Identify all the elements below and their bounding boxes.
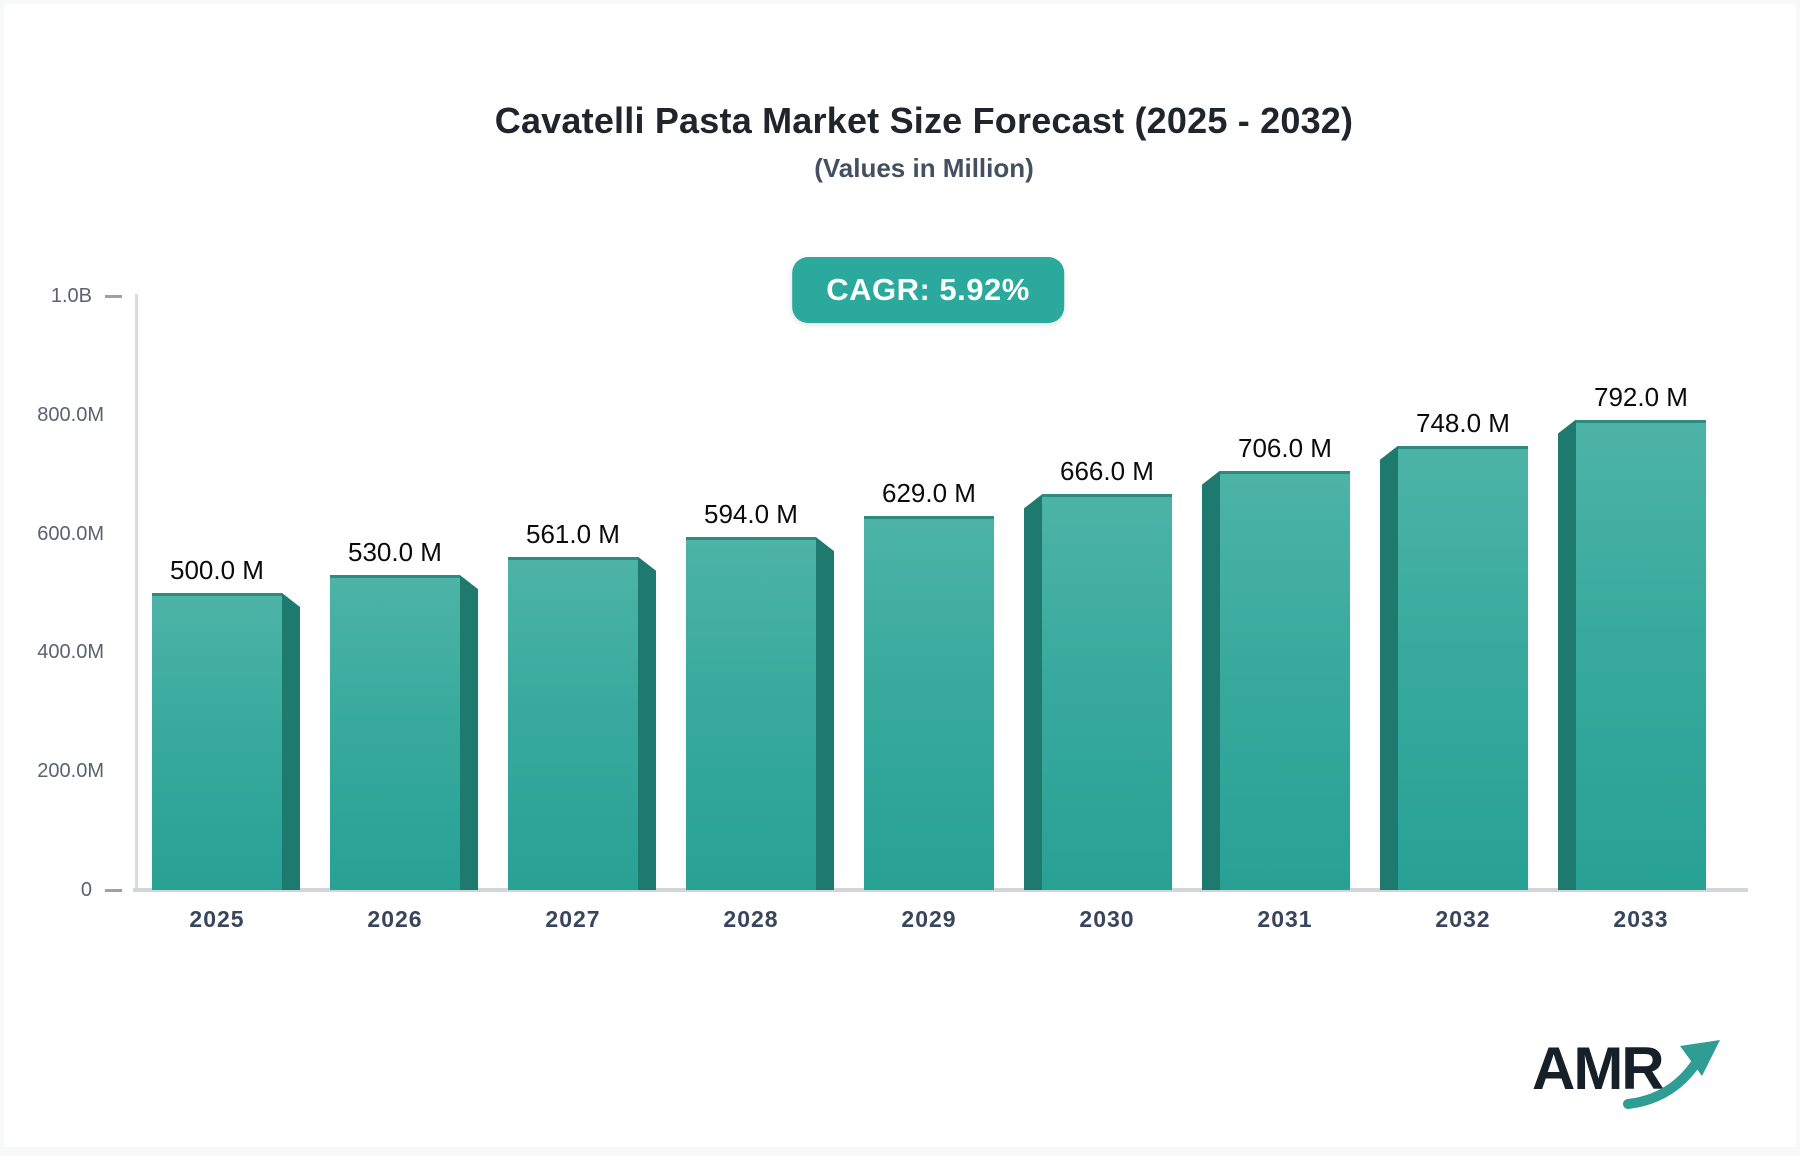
bar-value-label-2030: 666.0 M [1060, 456, 1154, 487]
chart-title: Cavatelli Pasta Market Size Forecast (20… [494, 100, 1354, 141]
bar-value-label-2028: 594.0 M [704, 499, 798, 530]
bar-3d-side-2027 [638, 556, 656, 890]
bar-value-label-2032: 748.0 M [1416, 407, 1510, 438]
bar-2028 [686, 537, 816, 890]
bar-value-label-2031: 706.0 M [1238, 432, 1332, 463]
x-axis-label-2032: 2032 [1435, 906, 1491, 932]
bar-3d-side-2026 [460, 575, 478, 890]
bar-value-label-2027: 561.0 M [526, 518, 620, 549]
x-axis-label-2033: 2033 [1613, 906, 1669, 932]
chart-card: Cavatelli Pasta Market Size Forecast (20… [4, 4, 1796, 1147]
growth-arrow-icon [1623, 1040, 1720, 1109]
y-axis-tick-label: 200.0M [37, 760, 104, 783]
y-axis-tick-label: 800.0M [37, 403, 104, 426]
bar-3d-side-2030 [1024, 494, 1042, 890]
x-axis-label-2025: 2025 [189, 906, 245, 932]
bar-2031 [1220, 470, 1350, 890]
bar-2033 [1576, 419, 1706, 890]
bar-3d-side-2028 [816, 537, 834, 890]
bar-value-label-2033: 792.0 M [1594, 381, 1688, 412]
y-axis-tick-label: 0 [80, 879, 92, 901]
bar-2032 [1398, 445, 1528, 890]
bar-2027 [508, 556, 638, 890]
y-axis-tick-label: 1.0B [50, 285, 92, 307]
x-axis-label-2026: 2026 [367, 906, 423, 932]
y-axis-tick-label: 400.0M [37, 641, 104, 664]
x-axis-label-2030: 2030 [1079, 906, 1135, 932]
x-axis-label-2031: 2031 [1257, 906, 1313, 932]
bar-2025 [152, 593, 282, 890]
x-axis-label-2028: 2028 [723, 906, 779, 932]
bar-3d-side-2031 [1202, 470, 1220, 890]
y-axis-tick-label: 600.0M [37, 522, 104, 545]
bar-value-label-2026: 530.0 M [348, 537, 442, 568]
y-axis-tick-dash [105, 889, 122, 892]
bar-3d-side-2033 [1558, 419, 1576, 890]
bar-value-label-2029: 629.0 M [882, 478, 976, 509]
y-axis-line [135, 294, 138, 890]
x-axis-label-2029: 2029 [901, 906, 957, 932]
cagr-badge: CAGR: 5.92% [792, 257, 1064, 323]
bar-2029 [864, 516, 994, 890]
amr-logo-text: AMR [1532, 1035, 1665, 1102]
bar-3d-side-2032 [1380, 445, 1398, 890]
chart-subtitle: (Values in Million) [814, 153, 1034, 183]
amr-logo: AMR [1532, 1034, 1732, 1124]
bar-2030 [1042, 494, 1172, 890]
bar-3d-side-2025 [282, 593, 300, 890]
y-axis-tick-dash [105, 295, 122, 298]
x-axis-label-2027: 2027 [545, 906, 601, 932]
x-axis-baseline [133, 888, 1748, 892]
bar-2026 [330, 575, 460, 890]
bar-value-label-2025: 500.0 M [170, 555, 264, 585]
